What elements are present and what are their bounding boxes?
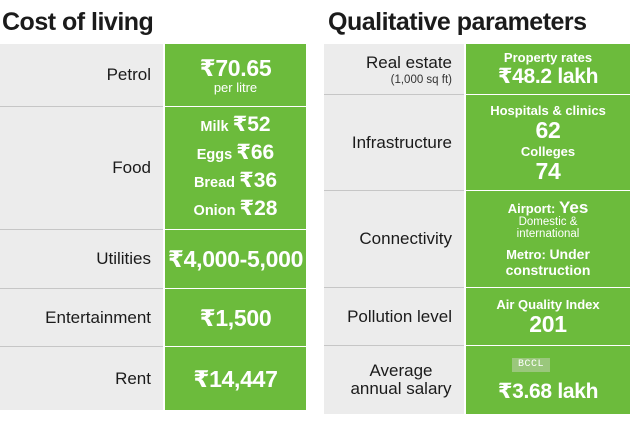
- pollution-row: Pollution level Air Quality Index 201: [324, 288, 630, 346]
- qualitative-table: Real estate (1,000 sq ft) Property rates…: [324, 44, 630, 414]
- infrastructure-row: Infrastructure Hospitals & clinics 62 Co…: [324, 95, 630, 191]
- utilities-label: Utilities: [0, 230, 163, 289]
- aqi-value: 201: [529, 311, 567, 337]
- entertainment-value: ₹1,500: [199, 304, 272, 331]
- connectivity-value-cell: Airport: Yes Domestic & international Me…: [464, 191, 630, 288]
- airport-note-1: Domestic &: [518, 216, 578, 228]
- food-item-onion: Onion ₹28: [193, 197, 278, 220]
- metro-status: construction: [505, 262, 591, 278]
- entertainment-row: Entertainment ₹1,500: [0, 289, 306, 347]
- infrastructure-value-cell: Hospitals & clinics 62 Colleges 74: [464, 95, 630, 191]
- salary-label-line-1: Average: [369, 361, 433, 380]
- salary-value-cell: ₹3.68 lakh: [464, 346, 630, 414]
- hospitals-caption: Hospitals & clinics: [490, 102, 606, 118]
- pollution-label: Pollution level: [324, 288, 464, 346]
- petrol-value-cell: ₹70.65 per litre: [163, 44, 306, 107]
- petrol-unit: per litre: [213, 79, 258, 95]
- airport-value: Yes: [558, 198, 589, 217]
- salary-label-cell: Average annual salary: [324, 346, 464, 414]
- qualitative-title: Qualitative parameters: [328, 8, 587, 36]
- food-row: Food Milk ₹52 Eggs ₹66 Bread ₹36 Onion ₹…: [0, 107, 306, 230]
- cost-of-living-table: Petrol ₹70.65 per litre Food Milk ₹52 Eg…: [0, 44, 306, 410]
- rent-value: ₹14,447: [193, 365, 278, 392]
- pollution-value-cell: Air Quality Index 201: [464, 288, 630, 346]
- property-rates-caption: Property rates: [503, 49, 593, 65]
- rent-row: Rent ₹14,447: [0, 347, 306, 410]
- rent-value-cell: ₹14,447: [163, 347, 306, 410]
- airport-note-2: international: [516, 228, 580, 240]
- property-rates-value: ₹48.2 lakh: [497, 64, 599, 88]
- petrol-value: ₹70.65: [199, 54, 272, 81]
- food-item-eggs: Eggs ₹66: [196, 141, 275, 164]
- connectivity-row: Connectivity Airport: Yes Domestic & int…: [324, 191, 630, 288]
- hospitals-value: 62: [535, 116, 561, 143]
- utilities-value-cell: ₹4,000-5,000: [163, 230, 306, 289]
- metro-line: Metro: Under: [506, 246, 590, 262]
- cost-of-living-title: Cost of living: [2, 8, 154, 36]
- real-estate-value-cell: Property rates ₹48.2 lakh: [464, 44, 630, 95]
- real-estate-unit: (1,000 sq ft): [390, 73, 452, 86]
- food-item-bread: Bread ₹36: [193, 169, 278, 192]
- entertainment-label: Entertainment: [0, 289, 163, 347]
- airport-line: Airport: Yes: [507, 198, 589, 217]
- utilities-row: Utilities ₹4,000-5,000: [0, 230, 306, 289]
- infrastructure-label: Infrastructure: [324, 95, 464, 191]
- salary-label-line-2: annual salary: [350, 379, 452, 398]
- petrol-label: Petrol: [0, 44, 163, 107]
- utilities-value: ₹4,000-5,000: [167, 246, 304, 272]
- real-estate-row: Real estate (1,000 sq ft) Property rates…: [324, 44, 630, 95]
- entertainment-value-cell: ₹1,500: [163, 289, 306, 347]
- aqi-caption: Air Quality Index: [496, 297, 600, 312]
- salary-value: ₹3.68 lakh: [497, 380, 599, 403]
- food-item-milk: Milk ₹52: [200, 113, 271, 136]
- colleges-value: 74: [535, 157, 561, 184]
- real-estate-label-cell: Real estate (1,000 sq ft): [324, 44, 464, 95]
- qualitative-panel: Qualitative parameters Real estate (1,00…: [324, 0, 630, 414]
- food-label: Food: [0, 107, 163, 230]
- colleges-caption: Colleges: [520, 143, 576, 159]
- bccl-watermark: BCCL: [512, 358, 550, 372]
- petrol-row: Petrol ₹70.65 per litre: [0, 44, 306, 107]
- food-value-cell: Milk ₹52 Eggs ₹66 Bread ₹36 Onion ₹28: [163, 107, 306, 230]
- cost-of-living-panel: Cost of living Petrol ₹70.65 per litre F…: [0, 0, 306, 410]
- connectivity-label: Connectivity: [324, 191, 464, 288]
- real-estate-label: Real estate: [366, 52, 452, 72]
- salary-row: Average annual salary ₹3.68 lakh: [324, 346, 630, 414]
- rent-label: Rent: [0, 347, 163, 410]
